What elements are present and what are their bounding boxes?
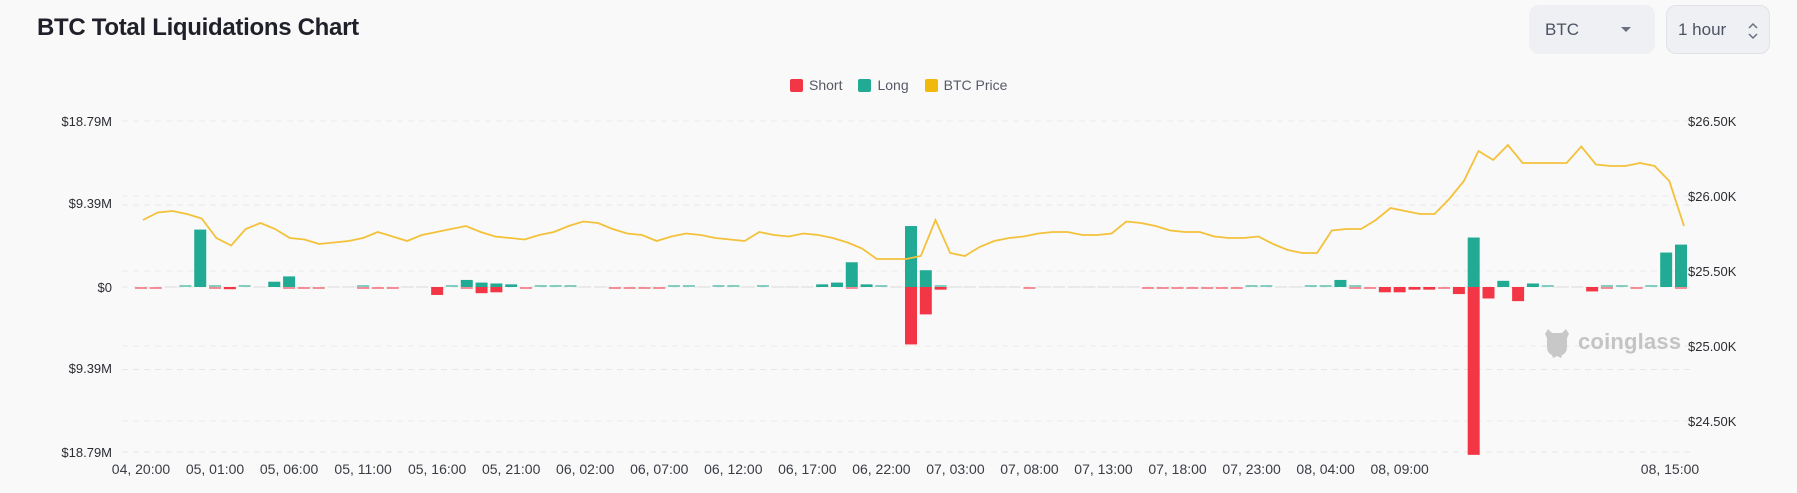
- interval-select-value: 1 hour: [1678, 19, 1727, 39]
- short-swatch-icon: [790, 78, 803, 92]
- svg-text:07, 08:00: 07, 08:00: [1000, 461, 1059, 477]
- svg-text:06, 22:00: 06, 22:00: [852, 461, 911, 477]
- up-down-chevron-icon: [1748, 22, 1758, 40]
- left-y-axis: $18.79M $9.39M $0 $9.39M $18.79M: [61, 114, 112, 460]
- watermark-text: coinglass: [1578, 329, 1682, 354]
- svg-text:$25.50K: $25.50K: [1688, 264, 1737, 279]
- price-swatch-icon: [924, 78, 938, 92]
- legend-label: BTC Price: [943, 77, 1008, 93]
- svg-text:$24.50K: $24.50K: [1688, 414, 1737, 429]
- chevron-down-icon: [1621, 27, 1631, 32]
- svg-text:$0: $0: [98, 280, 112, 295]
- svg-text:$26.50K: $26.50K: [1688, 114, 1737, 129]
- svg-text:07, 18:00: 07, 18:00: [1148, 461, 1207, 477]
- symbol-select-value: BTC: [1545, 19, 1579, 39]
- svg-text:08, 09:00: 08, 09:00: [1370, 461, 1429, 477]
- svg-text:08, 04:00: 08, 04:00: [1296, 461, 1355, 477]
- svg-text:$9.39M: $9.39M: [69, 196, 112, 211]
- x-axis: 04, 20:00 05, 01:00 05, 06:00 05, 11:00 05, …: [112, 461, 1700, 477]
- svg-text:06, 02:00: 06, 02:00: [556, 461, 615, 477]
- svg-text:05, 11:00: 05, 11:00: [334, 461, 392, 477]
- legend-label: Short: [809, 77, 843, 93]
- svg-text:07, 13:00: 07, 13:00: [1074, 461, 1133, 477]
- svg-text:05, 16:00: 05, 16:00: [408, 461, 467, 477]
- right-y-axis: $26.50K $26.00K $25.50K $25.00K $24.50K: [1688, 114, 1737, 429]
- chart-legend: Short Long BTC Price: [790, 77, 1007, 93]
- svg-text:$26.00K: $26.00K: [1688, 189, 1737, 204]
- svg-text:$25.00K: $25.00K: [1688, 339, 1737, 354]
- legend-item-long[interactable]: Long: [858, 77, 909, 93]
- svg-text:07, 03:00: 07, 03:00: [926, 461, 985, 477]
- svg-text:$9.39M: $9.39M: [69, 361, 112, 376]
- svg-text:06, 07:00: 06, 07:00: [630, 461, 689, 477]
- legend-item-short[interactable]: Short: [790, 77, 842, 93]
- svg-text:05, 06:00: 05, 06:00: [260, 461, 319, 477]
- svg-text:05, 01:00: 05, 01:00: [186, 461, 245, 477]
- legend-item-btc-price[interactable]: BTC Price: [924, 77, 1008, 93]
- svg-text:$18.79M: $18.79M: [61, 114, 112, 129]
- svg-text:07, 23:00: 07, 23:00: [1222, 461, 1281, 477]
- liquidation-bars: [135, 226, 1687, 455]
- svg-text:05, 21:00: 05, 21:00: [482, 461, 541, 477]
- svg-text:06, 17:00: 06, 17:00: [778, 461, 837, 477]
- legend-label: Long: [877, 77, 909, 93]
- symbol-select[interactable]: BTC: [1529, 5, 1655, 54]
- svg-text:04, 20:00: 04, 20:00: [112, 461, 171, 477]
- page-title: BTC Total Liquidations Chart: [37, 14, 359, 41]
- svg-text:08, 15:00: 08, 15:00: [1641, 461, 1700, 477]
- coinglass-watermark: coinglass: [1542, 325, 1681, 359]
- svg-text:$18.79M: $18.79M: [61, 445, 112, 460]
- interval-select[interactable]: 1 hour: [1666, 5, 1770, 54]
- long-swatch-icon: [858, 78, 872, 92]
- btc-price-line: [142, 143, 1685, 260]
- svg-text:06, 12:00: 06, 12:00: [704, 461, 763, 477]
- coinglass-logo-icon: [1545, 329, 1569, 358]
